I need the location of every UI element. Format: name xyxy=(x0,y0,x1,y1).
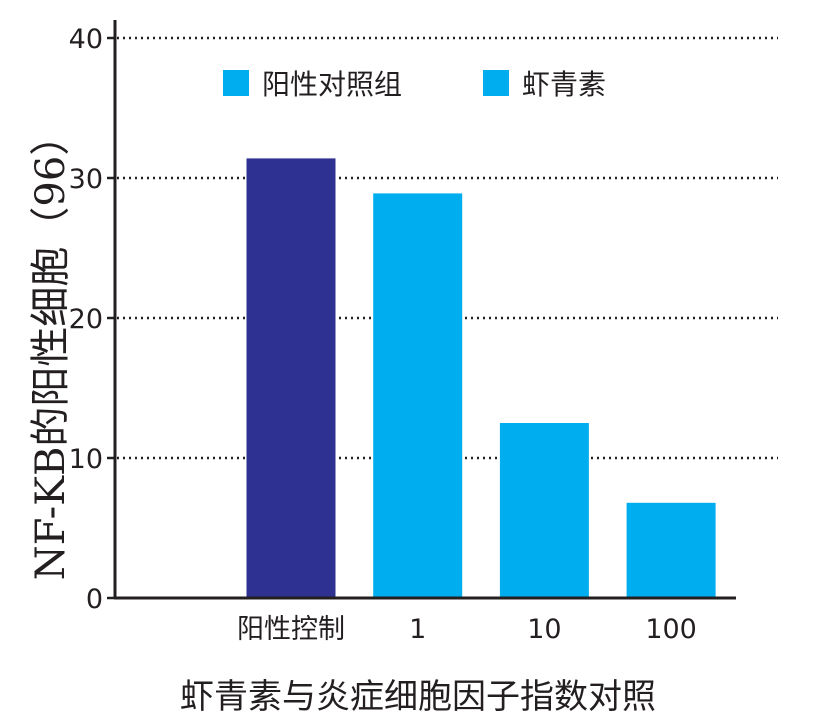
legend-swatch-astaxanthin xyxy=(483,70,509,96)
y-tick-label: 10 xyxy=(69,444,103,475)
legend-label-astaxanthin: 虾青素 xyxy=(522,68,606,101)
x-tick-label: 100 xyxy=(645,614,697,645)
x-axis-label: 虾青素与炎症细胞因子指数对照 xyxy=(180,677,656,717)
y-tick-label: 0 xyxy=(86,584,103,615)
x-tick-label: 阳性控制 xyxy=(237,614,345,645)
bar-3 xyxy=(626,502,716,598)
legend-swatch-positive-control xyxy=(223,70,249,96)
y-tick-label: 30 xyxy=(69,164,103,195)
bar-1 xyxy=(373,193,463,598)
x-tick-labels: 阳性控制 1 10 100 xyxy=(237,614,697,645)
y-axis-label: NF-KB的阳性细胞（96） xyxy=(28,116,74,581)
y-tick-labels: 0 10 20 30 40 xyxy=(69,24,115,615)
bar-2 xyxy=(499,423,589,598)
bar-0 xyxy=(246,158,336,598)
y-tick-label: 20 xyxy=(69,304,103,335)
legend-label-positive-control: 阳性对照组 xyxy=(262,68,402,101)
y-tick-label: 40 xyxy=(69,24,103,55)
x-tick-label: 1 xyxy=(409,614,426,645)
bars xyxy=(246,158,716,598)
x-tick-label: 10 xyxy=(527,614,561,645)
legend: 阳性对照组 虾青素 xyxy=(223,68,606,101)
